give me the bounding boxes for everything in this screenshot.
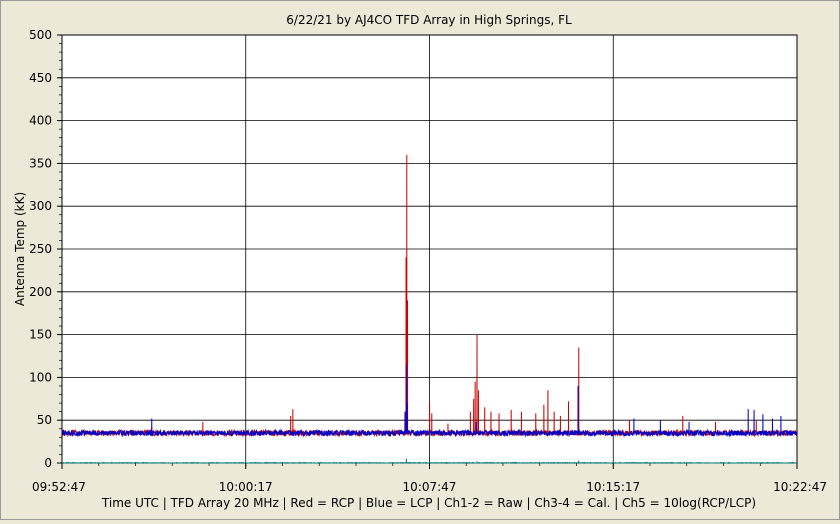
- x-tick-label: 09:52:47: [32, 480, 86, 494]
- x-axis-label: Time UTC | TFD Array 20 MHz | Red = RCP …: [101, 496, 756, 510]
- chart-title: 6/22/21 by AJ4CO TFD Array in High Sprin…: [286, 13, 572, 27]
- x-tick-label: 10:00:17: [219, 480, 273, 494]
- y-tick-label: 100: [29, 370, 52, 384]
- y-tick-label: 150: [29, 328, 52, 342]
- y-tick-label: 350: [29, 156, 52, 170]
- y-tick-label: 500: [29, 28, 52, 42]
- y-tick-label: 200: [29, 285, 52, 299]
- x-tick-label: 10:07:47: [403, 480, 457, 494]
- y-tick-label: 0: [44, 456, 52, 470]
- x-tick-label: 10:22:47: [773, 480, 827, 494]
- y-tick-label: 250: [29, 242, 52, 256]
- y-tick-label: 450: [29, 71, 52, 85]
- x-axis: 09:52:47 10:00:17 10:07:47 10:15:17 10:22:47: [32, 463, 827, 494]
- y-tick-label: 400: [29, 114, 52, 128]
- grid: [62, 35, 797, 463]
- series-line-lcp: [61, 364, 798, 438]
- y-axis-label: Antenna Temp (kK): [13, 192, 27, 306]
- x-tick-label: 10:15:17: [586, 480, 640, 494]
- y-axis: 0 50 100 150 200 250 300 350 400 450 500: [29, 28, 62, 470]
- y-tick-label: 50: [37, 413, 52, 427]
- y-tick-label: 300: [29, 199, 52, 213]
